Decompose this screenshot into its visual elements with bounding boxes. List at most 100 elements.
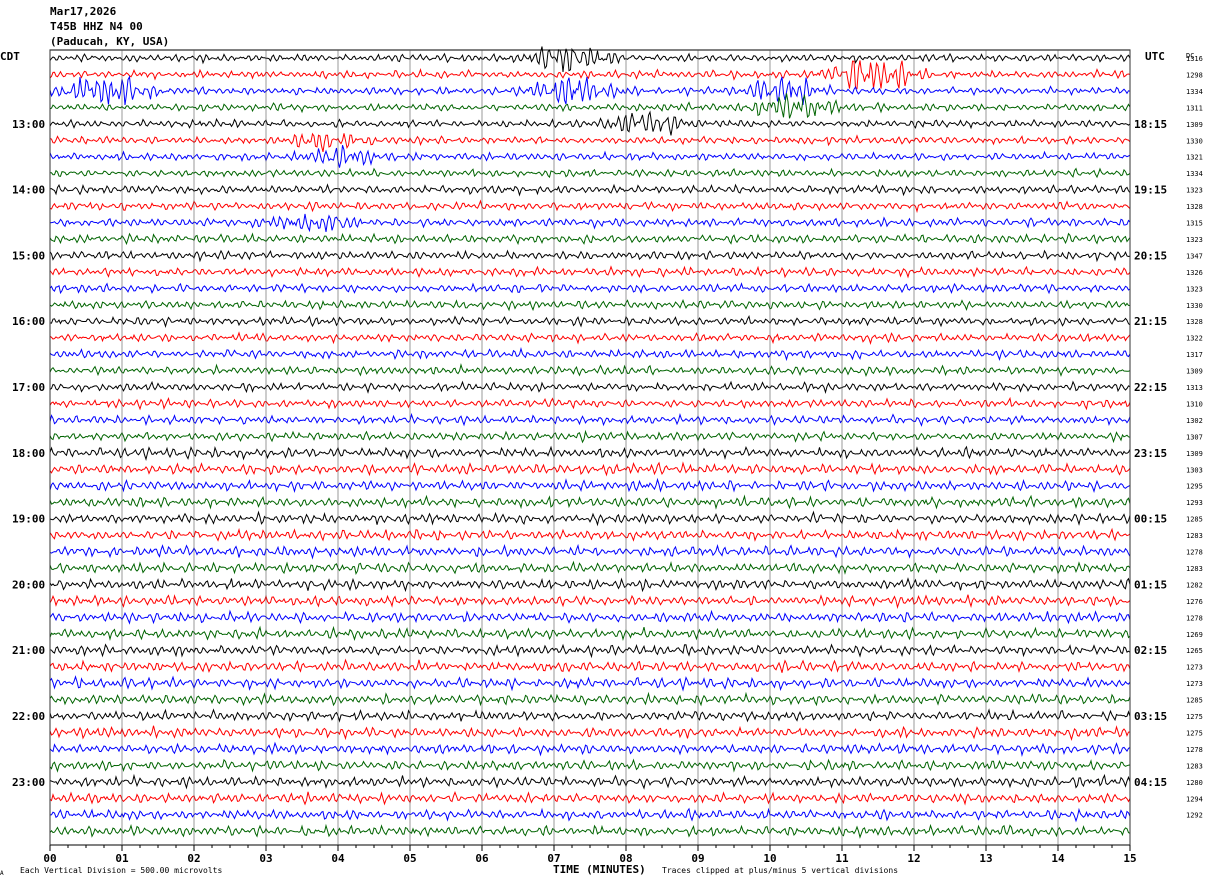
dc-offset-value: 1309 [1186,121,1203,129]
seismic-trace [50,167,1131,179]
x-tick-label: 11 [835,852,849,865]
seismic-trace [49,346,1131,362]
seismic-trace [49,625,1131,641]
seismic-trace [49,609,1131,625]
seismic-trace [49,429,1131,444]
seismic-trace [49,823,1131,839]
right-hour-label: 20:15 [1134,249,1167,262]
dc-offset-value: 1283 [1186,762,1203,770]
right-hour-label: 04:15 [1134,776,1167,789]
x-tick-label: 01 [115,852,129,865]
right-hour-label: 21:15 [1134,315,1167,328]
dc-offset-value: 1311 [1186,104,1203,112]
seismic-trace [49,299,1131,312]
seismic-trace [49,265,1131,279]
dc-offset-value: 1269 [1186,631,1203,639]
dc-offset-value: 1322 [1186,335,1203,343]
dc-offset-value: 1280 [1186,779,1203,787]
seismic-trace [49,773,1131,790]
right-hour-label: 00:15 [1134,513,1167,526]
dc-offset-value: 1347 [1186,252,1203,260]
dc-offset-value: 1278 [1186,746,1203,754]
x-tick-label: 05 [403,852,416,865]
dc-offset-value: 1309 [1186,450,1203,458]
x-tick-label: 13 [979,852,992,865]
seismic-trace [49,249,1131,263]
dc-offset-value: 1265 [1186,647,1203,655]
seismic-trace [49,577,1131,593]
x-tick-label: 12 [907,852,920,865]
seismic-trace [49,791,1131,806]
seismic-trace [49,396,1131,411]
seismic-trace [49,60,1131,90]
dc-offset-value: 1273 [1186,664,1203,672]
left-hour-label: 18:00 [12,447,45,460]
seismic-trace [49,527,1131,542]
left-timezone-label: CDT [0,50,20,63]
left-hour-label: 21:00 [12,644,45,657]
scale-note: Each Vertical Division = 500.00 microvol… [20,866,223,875]
plot-date: Mar17,2026 [50,5,117,18]
left-hour-label: 14:00 [12,184,45,197]
x-tick-label: 15 [1123,852,1136,865]
seismic-trace [49,560,1131,575]
dc-offset-value: 1323 [1186,236,1203,244]
dc-offset-value: 1328 [1186,318,1203,326]
label-group: 00 01 02 03 04 05 06 07 08 09 10 11 12 13 14 15 1316 1298… [12,55,1203,865]
dc-offset-value: 1307 [1186,433,1203,441]
dc-offset-value: 1294 [1186,795,1203,803]
seismic-trace [49,708,1131,723]
right-hour-label: 23:15 [1134,447,1167,460]
left-hour-label: 19:00 [12,513,45,526]
dc-offset-value: 1323 [1186,285,1203,293]
dc-offset-value: 1334 [1186,170,1203,178]
dc-offset-value: 1275 [1186,713,1203,721]
dc-offset-value: 1310 [1186,400,1203,408]
x-tick-label: 07 [547,852,560,865]
dc-offset-value: 1330 [1186,137,1203,145]
x-tick-label: 00 [43,852,56,865]
dc-offset-value: 1293 [1186,499,1203,507]
seismic-trace [49,315,1131,329]
dc-offset-value: 1278 [1186,549,1203,557]
seismic-trace [49,477,1131,493]
dc-offset-value: 1303 [1186,466,1203,474]
x-tick-label: 14 [1051,852,1065,865]
clip-note: Traces clipped at plus/minus 5 vertical … [662,866,899,875]
left-hour-label: 13:00 [12,118,45,131]
right-timezone-label: UTC [1145,50,1165,63]
seismic-trace [49,213,1131,233]
left-hour-label: 23:00 [12,776,45,789]
left-hour-label: 20:00 [12,578,45,591]
seismic-trace [49,445,1131,462]
right-hour-label: 22:15 [1134,381,1167,394]
dc-offset-value: 1295 [1186,483,1203,491]
seismic-trace [49,110,1131,136]
x-tick-label: 08 [619,852,632,865]
station-location: (Paducah, KY, USA) [50,35,170,48]
seismic-trace [49,675,1131,692]
trace-group [49,46,1131,839]
seismic-trace [49,412,1131,427]
minute-gridlines [49,49,1131,851]
right-hour-label: 19:15 [1134,184,1167,197]
dc-offset-value: 1276 [1186,598,1203,606]
dc-offset-value: 1292 [1186,812,1203,820]
seismic-trace [49,331,1131,346]
dc-offset-value: 1302 [1186,417,1203,425]
left-hour-label: 16:00 [12,315,45,328]
x-tick-label: 03 [259,852,272,865]
right-hour-label: 18:15 [1134,118,1167,131]
seismic-trace [49,758,1131,773]
dc-offset-value: 1326 [1186,269,1203,277]
left-hour-label: 15:00 [12,249,45,262]
left-hour-label: 22:00 [12,710,45,723]
right-hour-label: 03:15 [1134,710,1167,723]
dc-offset-value: 1285 [1186,697,1203,705]
seismic-trace [49,183,1131,197]
seismic-trace [49,691,1131,707]
seismic-trace [49,282,1131,295]
dc-offset-value: 1283 [1186,532,1203,540]
seismic-trace [49,132,1131,153]
